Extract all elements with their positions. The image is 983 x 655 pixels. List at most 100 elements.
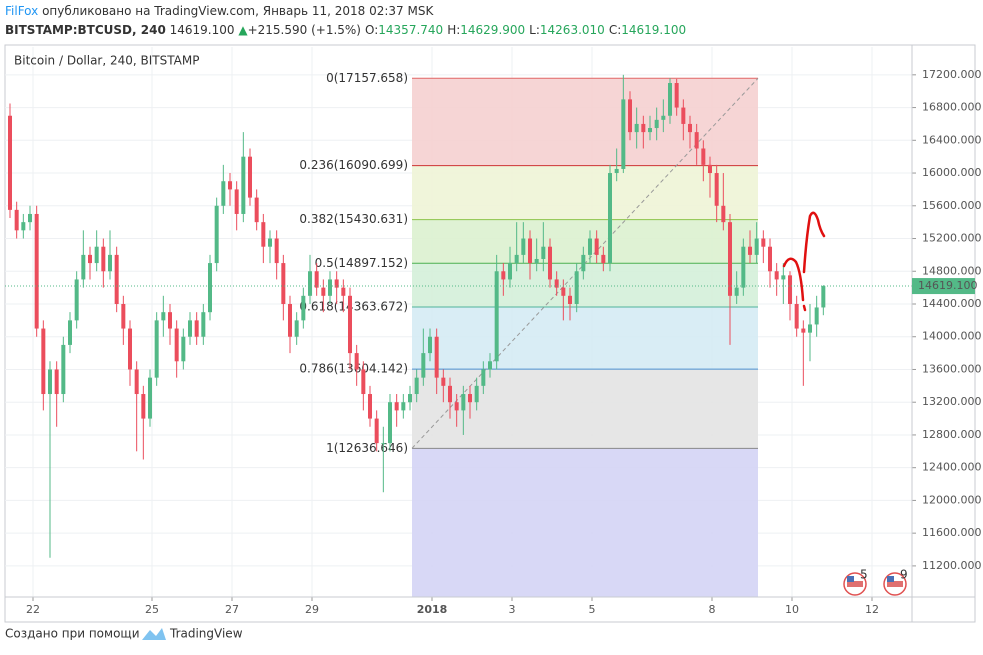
candle-body bbox=[608, 173, 612, 264]
candle-body bbox=[381, 443, 386, 445]
candle-body bbox=[234, 189, 239, 214]
candle-body bbox=[761, 238, 766, 247]
x-tick-label: 10 bbox=[785, 603, 799, 616]
candle-body bbox=[141, 394, 146, 419]
author[interactable]: FilFox bbox=[5, 4, 38, 18]
candle-body bbox=[674, 83, 679, 108]
candle-body bbox=[101, 246, 106, 272]
candle-body bbox=[568, 295, 572, 304]
candle-body bbox=[641, 123, 646, 133]
change: +215.590 (+1.5%) bbox=[248, 23, 361, 37]
candle-body bbox=[154, 320, 159, 378]
y-tick-label: 16400.000 bbox=[922, 133, 982, 146]
x-tick-label: 27 bbox=[225, 603, 239, 616]
candle-body bbox=[374, 418, 379, 444]
candle-body bbox=[721, 205, 726, 223]
candle-body bbox=[561, 287, 566, 296]
x-tick-label: 12 bbox=[865, 603, 879, 616]
ohlc-value: 14357.740 bbox=[378, 23, 443, 37]
y-tick-label: 12400.000 bbox=[922, 461, 982, 474]
chart-title: Bitcoin / Dollar, 240, BITSTAMP bbox=[14, 54, 199, 68]
candle-body bbox=[88, 254, 92, 264]
fib-zone bbox=[412, 165, 758, 220]
y-tick-label: 15200.000 bbox=[922, 232, 982, 245]
candle-body bbox=[441, 377, 446, 386]
ohlc-value: 14263.010 bbox=[540, 23, 605, 37]
candle-body bbox=[554, 279, 559, 288]
candle-body bbox=[708, 164, 712, 174]
candle-body bbox=[788, 275, 792, 304]
candle-body bbox=[668, 83, 672, 116]
fib-label: 0.382(15430.631) bbox=[299, 212, 408, 226]
candle-body bbox=[314, 271, 319, 288]
candle-body bbox=[414, 377, 419, 395]
candle-body bbox=[348, 295, 352, 354]
x-tick-label: 8 bbox=[709, 603, 716, 616]
candle-body bbox=[521, 238, 526, 255]
badge-count: 5 bbox=[860, 568, 868, 582]
candle-body bbox=[294, 320, 299, 337]
symbol-line: BITSTAMP:BTCUSD, 240 14619.100 ▲+215.590… bbox=[5, 23, 686, 37]
candle-body bbox=[308, 271, 312, 296]
candle-body bbox=[754, 238, 759, 255]
published: опубликовано на TradingView.com, Январь … bbox=[42, 4, 434, 18]
candle-body bbox=[488, 361, 492, 370]
y-tick-label: 16000.000 bbox=[922, 166, 982, 179]
candle-body bbox=[121, 303, 126, 329]
candle-body bbox=[394, 402, 399, 411]
candle-body bbox=[174, 328, 179, 362]
fib-label: 1(12636.646) bbox=[326, 441, 408, 455]
footer-text: Создано при помощи bbox=[5, 627, 140, 641]
candle-body bbox=[728, 222, 732, 296]
candle-body bbox=[388, 402, 392, 444]
x-tick-label: 25 bbox=[145, 603, 159, 616]
x-tick-label: 5 bbox=[589, 603, 596, 616]
candle-body bbox=[501, 271, 506, 280]
candle-body bbox=[261, 222, 266, 247]
badge-flag bbox=[887, 581, 903, 587]
frame bbox=[4, 44, 976, 623]
candle-body bbox=[94, 246, 99, 264]
candle-body bbox=[621, 99, 626, 169]
plot: 0(17157.658) 0.236(16090.699) 0.382(15430.… bbox=[5, 47, 912, 597]
y-tick-label: 13200.000 bbox=[922, 395, 982, 408]
candle-body bbox=[741, 246, 746, 288]
candle-body bbox=[334, 279, 339, 288]
candle-body bbox=[14, 209, 19, 231]
symbol: BITSTAMP:BTCUSD, 240 bbox=[5, 23, 166, 37]
ohlc-value: 14619.100 bbox=[621, 23, 686, 37]
candle-body bbox=[661, 115, 666, 120]
fib-label: 0.618(14363.672) bbox=[299, 299, 408, 313]
candle-body bbox=[61, 344, 66, 395]
candle-body bbox=[454, 402, 459, 411]
candle-body bbox=[508, 263, 512, 280]
candle-body bbox=[181, 336, 186, 362]
candle-body bbox=[68, 320, 72, 345]
badge-flag bbox=[887, 576, 894, 582]
candle-body bbox=[768, 246, 772, 272]
candle-body bbox=[21, 222, 26, 231]
y-tick-label: 11600.000 bbox=[922, 526, 982, 539]
candle-body bbox=[421, 353, 426, 378]
candle-body bbox=[481, 369, 486, 386]
candle-body bbox=[588, 238, 592, 255]
fib-zone bbox=[412, 306, 758, 370]
candle-body bbox=[201, 312, 206, 337]
ohlc-label: H: bbox=[447, 23, 460, 37]
candle-body bbox=[428, 336, 432, 354]
price: 14619.100 bbox=[170, 23, 235, 37]
candle-body bbox=[814, 307, 819, 325]
candle-body bbox=[628, 99, 632, 133]
candle-body bbox=[694, 132, 699, 149]
footer-brand[interactable]: TradingView bbox=[169, 627, 243, 641]
candle-body bbox=[634, 123, 639, 133]
badge-count: 9 bbox=[900, 568, 908, 582]
candle-body bbox=[714, 173, 719, 206]
candle-body bbox=[241, 156, 246, 214]
ohlc-value: 14629.900 bbox=[460, 23, 525, 37]
candle-body bbox=[361, 369, 366, 395]
candle-body bbox=[528, 238, 532, 264]
candle-body bbox=[301, 295, 306, 321]
badge-flag bbox=[847, 581, 863, 587]
